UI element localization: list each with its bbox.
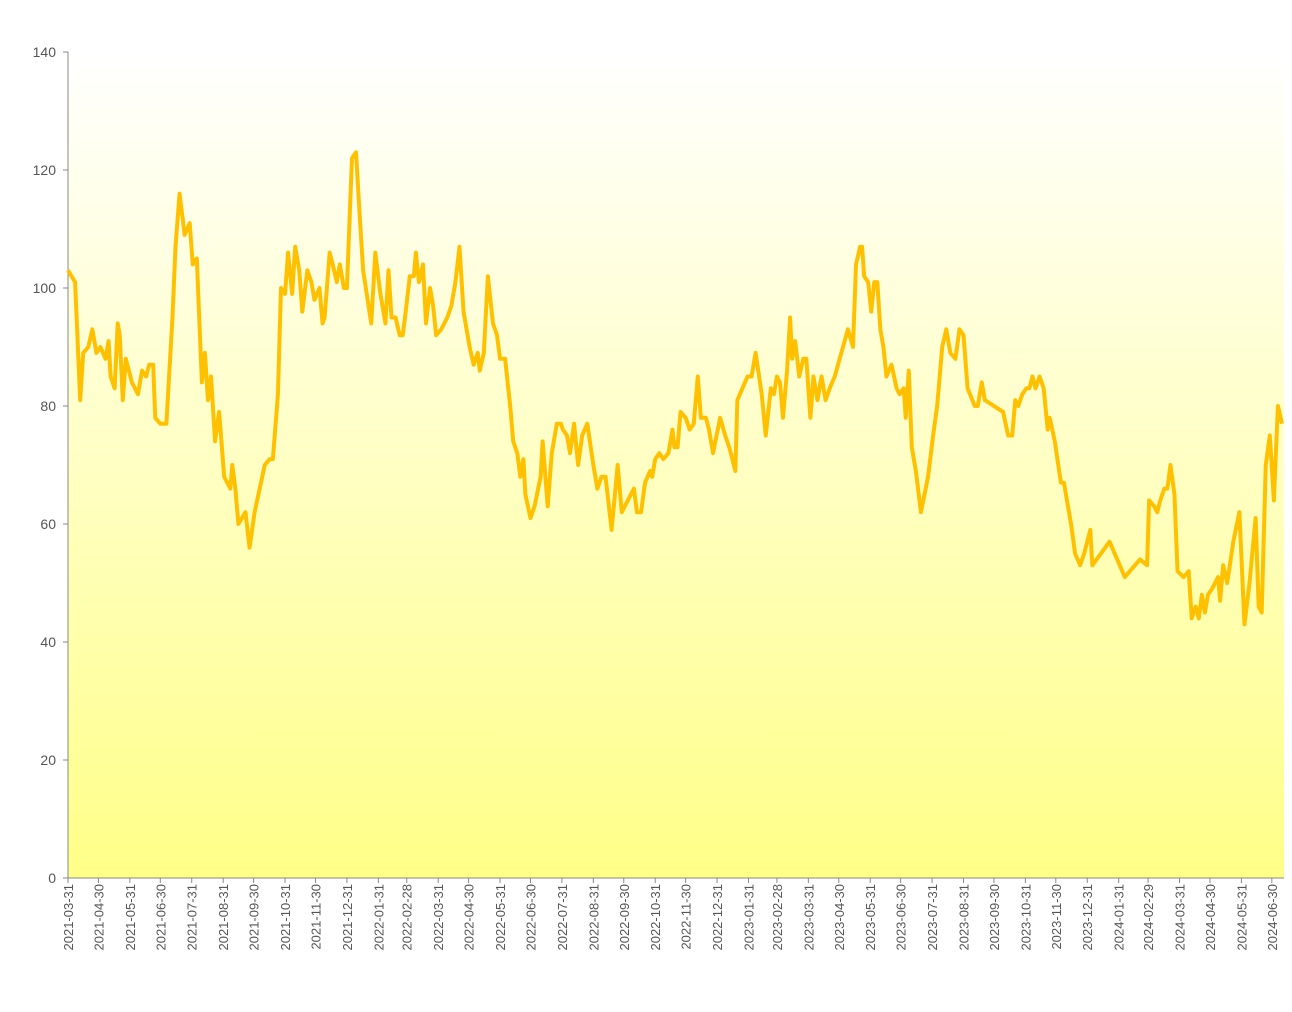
x-tick-label: 2021-05-31 xyxy=(123,884,138,951)
plot-area xyxy=(68,52,1284,878)
x-tick-label: 2022-11-30 xyxy=(679,884,694,950)
x-tick-label: 2023-02-28 xyxy=(770,884,785,951)
x-tick-label: 2023-04-30 xyxy=(832,884,847,951)
x-tick-label: 2022-09-30 xyxy=(617,884,632,951)
y-tick-label: 60 xyxy=(40,516,56,532)
x-tick-label: 2021-08-31 xyxy=(216,884,231,951)
y-tick-label: 40 xyxy=(40,634,56,650)
x-tick-label: 2021-06-30 xyxy=(153,884,168,951)
x-tick-label: 2021-07-31 xyxy=(185,884,200,951)
x-tick-label: 2023-03-31 xyxy=(801,884,816,951)
y-tick-label: 120 xyxy=(33,162,57,178)
x-tick-label: 2023-05-31 xyxy=(863,884,878,951)
x-tick-label: 2024-06-30 xyxy=(1265,884,1280,951)
y-tick-label: 80 xyxy=(40,398,56,414)
x-tick-label: 2021-10-31 xyxy=(278,884,293,951)
x-tick-label: 2024-05-31 xyxy=(1234,884,1249,951)
y-tick-label: 100 xyxy=(33,280,57,296)
x-tick-label: 2023-11-30 xyxy=(1049,884,1064,950)
x-tick-label: 2024-02-29 xyxy=(1141,884,1156,951)
x-tick-label: 2023-06-30 xyxy=(894,884,909,951)
x-tick-label: 2023-01-31 xyxy=(742,884,757,951)
x-tick-label: 2022-01-31 xyxy=(371,884,386,951)
x-tick-label: 2023-12-31 xyxy=(1080,884,1095,951)
x-tick-label: 2022-12-31 xyxy=(710,884,725,951)
x-tick-label: 2022-04-30 xyxy=(462,884,477,951)
y-tick-label: 20 xyxy=(40,752,56,768)
x-tick-label: 2024-01-31 xyxy=(1112,884,1127,951)
x-tick-label: 2022-10-31 xyxy=(648,884,663,951)
x-tick-label: 2021-09-30 xyxy=(247,884,262,951)
x-tick-label: 2023-07-31 xyxy=(925,884,940,951)
x-tick-label: 2021-11-30 xyxy=(308,884,323,950)
x-tick-label: 2024-04-30 xyxy=(1203,884,1218,951)
x-tick-label: 2022-08-31 xyxy=(586,884,601,951)
x-tick-label: 2021-04-30 xyxy=(91,884,106,951)
x-tick-label: 2021-12-31 xyxy=(340,884,355,951)
x-tick-label: 2022-03-31 xyxy=(431,884,446,951)
y-tick-label: 140 xyxy=(33,44,57,60)
y-tick-label: 0 xyxy=(48,870,56,886)
x-tick-label: 2022-07-31 xyxy=(555,884,570,951)
x-tick-label: 2021-03-31 xyxy=(61,884,76,951)
x-tick-label: 2022-02-28 xyxy=(400,884,415,951)
x-tick-label: 2022-05-31 xyxy=(493,884,508,951)
x-tick-label: 2022-06-30 xyxy=(523,884,538,951)
x-tick-label: 2023-10-31 xyxy=(1018,884,1033,951)
x-tick-label: 2023-09-30 xyxy=(987,884,1002,951)
data-line xyxy=(66,150,1284,627)
x-tick-label: 2024-03-31 xyxy=(1173,884,1188,951)
x-tick-label: 2023-08-31 xyxy=(957,884,972,951)
